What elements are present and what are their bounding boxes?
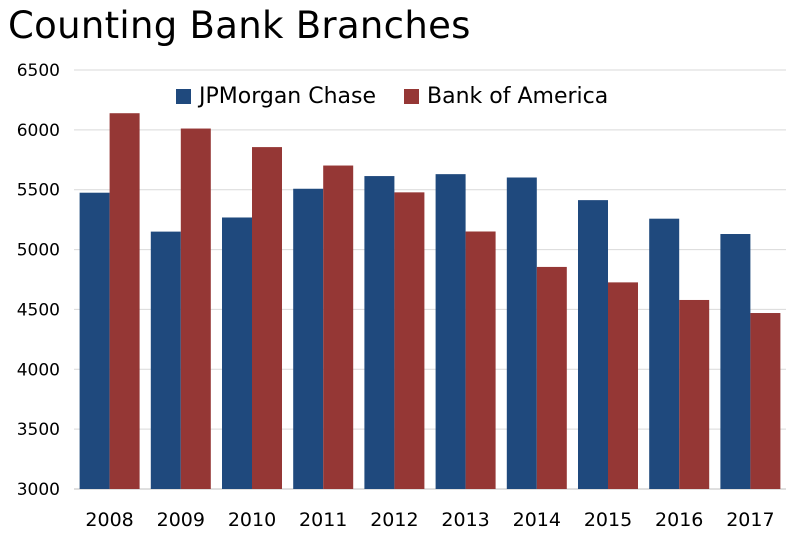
legend-label-jpmorgan: JPMorgan Chase — [199, 84, 377, 109]
x-tick-label: 2011 — [299, 509, 347, 531]
legend-item-jpmorgan: JPMorgan Chase — [176, 84, 376, 109]
legend-swatch-jpmorgan — [176, 89, 191, 104]
x-tick-label: 2015 — [584, 509, 632, 531]
x-tick-label: 2016 — [655, 509, 703, 531]
x-tick-label: 2010 — [228, 509, 276, 531]
x-tick-label: 2014 — [513, 509, 561, 531]
bar-jpmorgan — [435, 174, 466, 489]
bar-jpmorgan — [293, 188, 324, 489]
bar-bofa — [252, 147, 282, 489]
y-tick-label: 6000 — [17, 121, 60, 141]
legend: JPMorgan Chase Bank of America — [176, 84, 636, 109]
bar-jpmorgan — [150, 231, 181, 489]
x-tick-label: 2013 — [441, 509, 489, 531]
bar-bofa — [109, 113, 140, 489]
bar-bofa — [180, 128, 211, 489]
chart-title: Counting Bank Branches — [8, 4, 471, 47]
x-tick-label: 2009 — [157, 509, 205, 531]
bar-bofa — [536, 266, 567, 489]
bar-bofa — [394, 192, 425, 489]
y-tick-label: 4500 — [17, 300, 60, 320]
legend-item-bofa: Bank of America — [404, 84, 608, 109]
bar-jpmorgan — [364, 176, 395, 489]
x-tick-label: 2017 — [726, 509, 774, 531]
bar-bofa — [465, 231, 496, 489]
y-tick-label: 5000 — [17, 241, 60, 261]
bar-jpmorgan — [506, 177, 537, 490]
y-tick-label: 5500 — [17, 181, 60, 201]
bar-jpmorgan — [720, 234, 751, 489]
bar-bofa — [608, 282, 638, 489]
bar-jpmorgan — [79, 192, 110, 489]
bar-jpmorgan — [222, 217, 252, 489]
y-tick-label: 4000 — [17, 360, 60, 380]
x-tick-label: 2012 — [370, 509, 418, 531]
y-tick-label: 3500 — [17, 420, 60, 440]
y-tick-label: 6500 — [17, 61, 60, 81]
legend-label-bofa: Bank of America — [427, 84, 609, 109]
y-tick-label: 3000 — [17, 480, 60, 500]
legend-swatch-bofa — [404, 89, 420, 104]
bar-bofa — [750, 313, 781, 489]
bar-bofa — [679, 299, 710, 489]
bar-jpmorgan — [649, 218, 680, 489]
bar-bofa — [323, 165, 354, 490]
x-tick-label: 2008 — [85, 509, 133, 531]
bar-jpmorgan — [578, 200, 608, 489]
